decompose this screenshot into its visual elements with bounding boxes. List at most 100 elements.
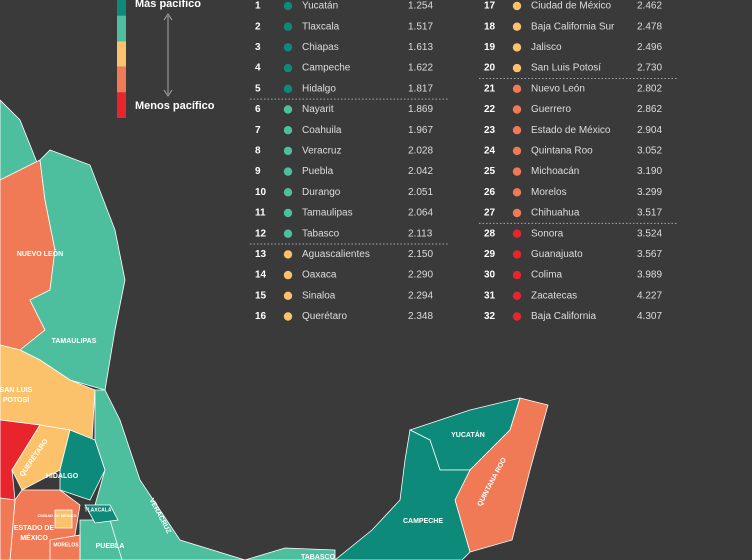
state-name: Chihuahua (531, 208, 580, 219)
tier-dot (283, 270, 293, 280)
tier-dot (283, 167, 293, 176)
state-name: Sinaloa (302, 290, 336, 301)
rank: 30 (484, 270, 496, 281)
rank: 32 (484, 311, 496, 322)
rank: 19 (484, 42, 496, 53)
rank: 11 (255, 208, 266, 219)
score: 2.904 (637, 125, 662, 136)
score: 2.113 (408, 228, 433, 239)
tier-dot (512, 250, 522, 259)
tier-dot (283, 312, 293, 321)
state-name: Quintana Roo (531, 146, 593, 157)
state-name: Baja California (531, 311, 596, 322)
rank: 20 (484, 63, 496, 74)
map-label: CIUDAD DE MÉXICO (37, 513, 76, 518)
state-shape (334, 429, 471, 560)
legend-bottom: Menos pacífico (135, 100, 215, 112)
score: 2.462 (637, 1, 662, 12)
state-shape (49, 534, 81, 560)
tier-dot (283, 63, 293, 73)
state-shape (84, 504, 119, 524)
rank: 10 (255, 187, 267, 198)
rank: 2 (255, 21, 261, 32)
tier-dot (512, 229, 522, 238)
tier-dot (283, 146, 293, 156)
tier-dot (283, 188, 293, 197)
map-label: NUEVO LEÓN (17, 249, 63, 258)
rank: 7 (255, 125, 261, 136)
rank: 3 (255, 42, 261, 53)
state-name: Tlaxcala (302, 21, 340, 32)
tier-dot (512, 22, 522, 31)
state-name: Baja California Sur (531, 21, 615, 32)
map-label: HIDALGO (46, 473, 79, 480)
rank: 18 (484, 21, 496, 32)
state-name: Sonora (531, 228, 564, 239)
state-name: Tabasco (302, 228, 340, 239)
state-name: Estado de México (531, 125, 611, 136)
state-name: Durango (302, 187, 341, 198)
score: 3.299 (637, 187, 662, 198)
state-name: Guerrero (531, 104, 571, 115)
score: 2.478 (637, 21, 662, 32)
score: 2.064 (408, 208, 433, 219)
map-label: CAMPECHE (403, 518, 443, 525)
score: 3.567 (637, 249, 662, 260)
state-shape (94, 389, 246, 560)
state-name: San Luis Potosí (531, 63, 601, 74)
rank: 24 (484, 146, 496, 157)
rank: 14 (255, 270, 267, 281)
legend-top: Más pacífico (135, 0, 201, 10)
tier-dot (512, 1, 522, 11)
rank: 5 (255, 83, 261, 94)
state-name: Zacatecas (531, 290, 577, 301)
state-shape (0, 497, 16, 560)
tier-dot (512, 126, 522, 135)
score: 1.517 (408, 21, 433, 32)
score: 3.052 (637, 146, 662, 157)
state-shape (244, 547, 336, 560)
state-name: Ciudad de México (531, 1, 611, 12)
tier-dot (512, 167, 522, 176)
state-name: Querétaro (302, 311, 347, 322)
tier-dot (512, 188, 522, 197)
tier-dot (283, 208, 293, 218)
map-label: TABASCO (301, 554, 336, 560)
score: 1.869 (408, 104, 433, 115)
tier-dot (283, 126, 293, 135)
score: 4.227 (637, 290, 662, 301)
score: 2.348 (408, 311, 433, 322)
rank: 27 (484, 208, 496, 219)
state-name: Michoacán (531, 166, 579, 177)
state-name: Morelos (531, 187, 567, 198)
rank: 16 (255, 311, 267, 322)
rank: 21 (484, 83, 496, 94)
state-name: Oaxaca (302, 270, 337, 281)
tier-dot (283, 22, 293, 31)
state-name: Hidalgo (302, 83, 336, 94)
legend-swatch (117, 0, 126, 16)
state-name: Colima (531, 270, 563, 281)
rank: 8 (255, 146, 261, 157)
legend-swatch (117, 15, 126, 42)
score: 2.496 (637, 42, 662, 53)
rank: 17 (484, 1, 496, 12)
rank: 29 (484, 249, 496, 260)
state-name: Chiapas (302, 42, 339, 53)
rank: 26 (484, 187, 496, 198)
map-label: TAMAULIPAS (52, 338, 97, 345)
score: 1.622 (408, 63, 433, 74)
state-name: Aguascalientes (302, 249, 370, 260)
state-name: Tamaulipas (302, 208, 353, 219)
tier-dot (283, 291, 293, 300)
score: 3.524 (637, 228, 662, 239)
state-name: Coahuila (302, 125, 342, 136)
score: 3.517 (637, 208, 662, 219)
rank: 15 (255, 290, 267, 301)
score: 3.989 (637, 270, 662, 281)
tier-dot (512, 146, 522, 156)
tier-dot (283, 250, 293, 259)
state-name: Yucatán (302, 1, 338, 12)
rank: 12 (255, 228, 267, 239)
legend-swatch (117, 92, 126, 118)
